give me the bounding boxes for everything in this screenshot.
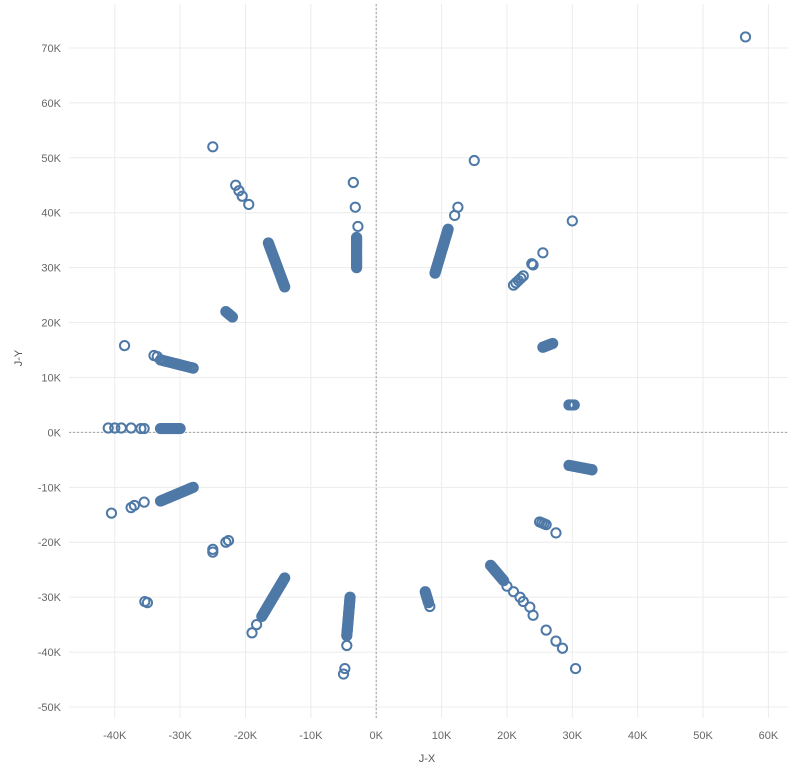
data-point: [517, 270, 529, 282]
y-tick-label: 40K: [41, 208, 61, 220]
data-point: [135, 422, 147, 435]
data-point: [341, 639, 353, 652]
data-point: [339, 662, 351, 675]
data-point: [540, 519, 552, 531]
data-point: [566, 215, 578, 227]
data-point: [349, 201, 361, 213]
data-point: [138, 422, 150, 435]
data-point: [586, 464, 598, 476]
data-point: [151, 351, 163, 363]
data-point: [527, 259, 539, 271]
data-point: [739, 31, 752, 43]
data-point: [115, 422, 127, 434]
data-point: [501, 580, 513, 592]
data-point: [102, 422, 114, 434]
data-point: [233, 185, 245, 197]
y-tick-label: 50K: [41, 153, 61, 165]
data-point: [540, 624, 552, 636]
data-point: [550, 527, 562, 539]
data-point: [250, 619, 263, 631]
x-axis-ticks: -40K -30K -20K -10K 0K 10K 20K 30K 40K 50K 60K: [103, 730, 779, 742]
data-point: [468, 154, 480, 167]
data-point: [537, 247, 549, 259]
data-point: [449, 209, 461, 222]
data-point: [498, 575, 510, 587]
y-tick-label: -20K: [38, 537, 62, 549]
y-axis-ticks: -50K -40K -30K -20K -10K 0K 10K 20K 30K 40K 50K 60K…: [38, 43, 62, 714]
data-point: [220, 305, 232, 318]
x-tick-label: -10K: [299, 730, 323, 742]
data-point: [569, 662, 582, 675]
data-point: [517, 595, 529, 608]
data-point: [507, 586, 520, 598]
data-point: [424, 600, 436, 613]
data-point: [352, 220, 364, 233]
data-point: [515, 272, 527, 284]
y-tick-label: 30K: [41, 263, 61, 275]
x-tick-label: 40K: [628, 730, 648, 742]
data-point: [125, 422, 137, 434]
data-point: [351, 231, 363, 244]
data-point: [568, 399, 580, 411]
y-tick-label: -30K: [38, 592, 62, 604]
data-point: [138, 496, 150, 508]
x-tick-label: 60K: [759, 730, 779, 742]
x-tick-label: 0K: [369, 730, 383, 742]
data-point: [246, 627, 258, 639]
data-point: [222, 534, 235, 547]
data-point: [236, 190, 248, 202]
data-point: [347, 176, 359, 189]
data-point: [105, 507, 118, 519]
data-point: [230, 179, 242, 191]
data-point: [109, 422, 121, 434]
x-tick-label: -40K: [103, 730, 127, 742]
data-point: [207, 543, 219, 555]
x-tick-label: 20K: [497, 730, 517, 742]
x-tick-label: 10K: [432, 730, 452, 742]
y-tick-label: -10K: [38, 482, 62, 494]
data-point: [154, 495, 167, 507]
y-axis-title: J-Y: [13, 349, 25, 366]
data-point: [207, 141, 219, 153]
data-point: [128, 499, 140, 512]
y-tick-label: 60K: [41, 98, 61, 110]
data-point: [337, 668, 350, 680]
y-tick-label: 20K: [41, 318, 61, 330]
y-tick-label: 10K: [41, 372, 61, 384]
y-tick-label: -50K: [38, 702, 62, 714]
data-point: [243, 198, 255, 211]
x-axis-title: J-X: [419, 753, 436, 765]
data-point: [139, 595, 151, 608]
data-point: [556, 642, 569, 654]
zero-lines: [69, 4, 788, 718]
data-point: [118, 340, 131, 352]
y-tick-label: 70K: [41, 43, 61, 55]
data-point: [527, 609, 539, 621]
data-point: [550, 635, 562, 647]
x-tick-label: 50K: [693, 730, 713, 742]
data-point: [154, 422, 167, 435]
x-tick-label: -30K: [168, 730, 192, 742]
data-point: [563, 399, 575, 411]
data-point: [262, 237, 274, 249]
data-point: [547, 337, 559, 350]
y-tick-label: 0K: [48, 427, 62, 439]
x-tick-label: -20K: [234, 730, 258, 742]
y-tick-label: -40K: [38, 647, 62, 659]
data-point: [256, 610, 268, 622]
data-points: [102, 31, 752, 680]
x-tick-label: 30K: [563, 730, 583, 742]
data-point: [442, 223, 454, 235]
